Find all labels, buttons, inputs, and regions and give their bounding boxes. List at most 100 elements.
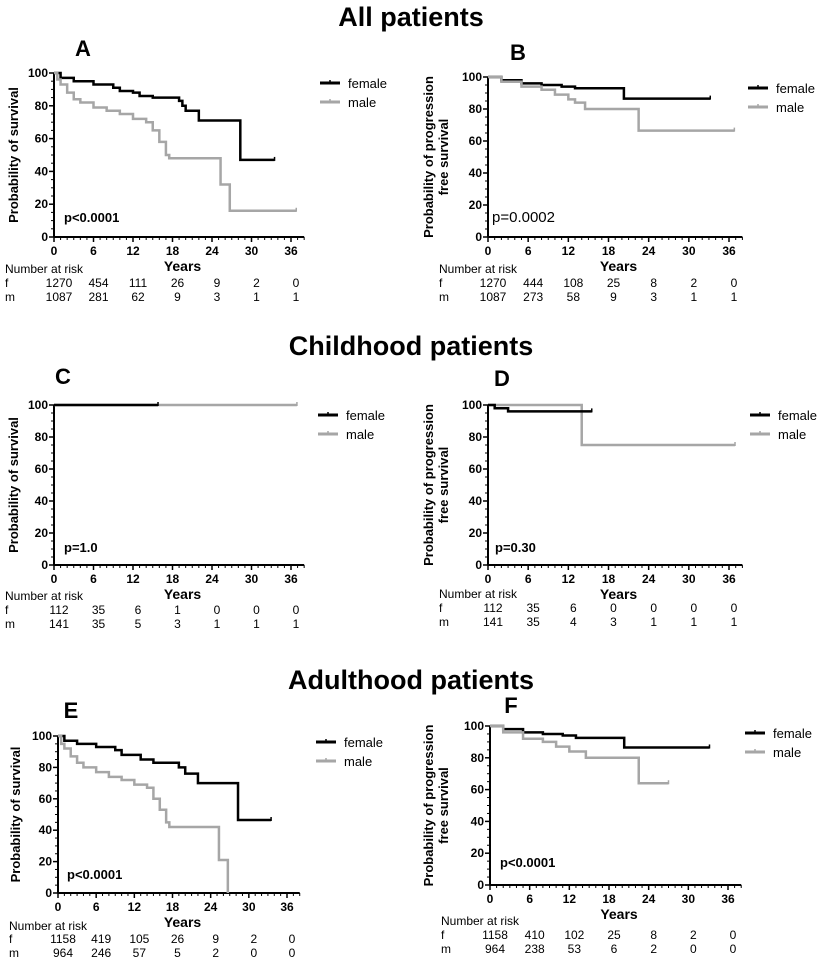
x-tick-label: 24 [205,244,219,258]
x-tick-label: 30 [242,900,256,914]
risk-row-label: f [5,276,9,290]
x-tick-label: 18 [602,244,616,258]
y-tick-label: 60 [469,134,483,148]
risk-value: 4 [570,615,577,629]
risk-value: 5 [174,946,181,960]
section-title-adulthood: Adulthood patients [288,665,534,695]
risk-value: 102 [564,928,584,942]
panel-A: A0 6 12 18 24 30 36020406080100YearsProbabilit… [5,36,387,304]
panel-letter: E [64,698,79,723]
survival-curve-female [488,403,592,413]
survival-curve-female [54,71,275,162]
risk-value: 444 [523,276,543,290]
risk-value: 1 [690,615,697,629]
risk-value: 0 [250,946,257,960]
risk-value: 0 [293,603,300,617]
risk-value: 2 [690,928,697,942]
p-value: p=0.30 [495,540,536,555]
x-tick-label: 18 [166,572,180,586]
risk-table-label: Number at risk [5,262,84,276]
x-tick-label: 18 [166,244,180,258]
y-axis-label: Probability of survival [6,417,21,553]
panel-E: E0 6 12 18 24 30 36020406080100YearsProbabilit… [8,698,383,960]
x-tick-label: 30 [245,572,259,586]
survival-curve-male [54,71,297,213]
x-tick-label: 24 [204,900,218,914]
x-tick-label: 0 [485,244,492,258]
x-tick-label: 24 [205,572,219,586]
risk-value: 1 [650,615,657,629]
x-axis-label: Years [600,258,638,274]
risk-value: 964 [53,946,73,960]
p-value: p<0.0001 [500,855,555,870]
survival-curve-female [490,724,710,749]
legend-label-male: male [346,427,374,442]
risk-value: 3 [650,290,657,304]
y-tick-label: 0 [41,558,48,572]
x-tick-label: 12 [128,900,142,914]
y-tick-label: 100 [28,398,48,412]
risk-value: 1 [174,603,181,617]
panel-letter: A [75,36,91,61]
x-tick-label: 18 [166,900,180,914]
risk-row-label: f [9,932,13,946]
y-tick-label: 100 [464,719,484,733]
y-tick-label: 80 [471,751,485,765]
y-tick-label: 0 [477,878,484,892]
risk-value: 1158 [50,932,76,946]
risk-value: 6 [611,942,618,956]
y-tick-label: 60 [469,462,483,476]
survival-curve-male [490,724,669,785]
legend-label-female: female [346,408,385,423]
risk-table-label: Number at risk [9,919,88,933]
x-tick-label: 12 [562,572,576,586]
risk-value: 111 [129,276,148,290]
survival-curve-female [58,734,272,822]
x-tick-label: 0 [485,572,492,586]
x-tick-label: 30 [682,244,696,258]
x-tick-label: 36 [284,572,298,586]
risk-value: 0 [289,932,296,946]
y-axis-label: Probability of progression [421,725,436,887]
x-tick-label: 6 [90,572,97,586]
panel-letter: C [55,364,71,389]
x-tick-label: 0 [55,900,62,914]
risk-value: 112 [483,601,502,615]
risk-value: 141 [483,615,503,629]
x-tick-label: 6 [525,244,532,258]
risk-value: 1158 [482,928,508,942]
survival-curve-male [58,734,230,893]
risk-value: 3 [610,615,617,629]
x-tick-label: 6 [525,572,532,586]
panel-B: B0 6 12 18 24 30 36020406080100YearsProbabilit… [421,40,815,304]
risk-table-label: Number at risk [439,587,518,601]
x-tick-label: 30 [682,572,696,586]
legend-label-female: female [773,726,812,741]
section-title-all: All patients [338,2,484,32]
risk-value: 0 [690,942,697,956]
risk-value: 0 [730,942,737,956]
y-tick-label: 80 [469,430,483,444]
y-tick-label: 0 [45,886,52,900]
x-tick-label: 12 [126,244,140,258]
risk-row-label: m [439,615,449,629]
risk-value: 273 [523,290,543,304]
risk-value: 35 [526,601,540,615]
x-tick-label: 6 [93,900,100,914]
risk-value: 1087 [480,290,507,304]
risk-value: 1270 [480,276,507,290]
risk-value: 2 [212,946,219,960]
risk-value: 410 [525,928,545,942]
risk-row-label: m [9,946,19,960]
y-tick-label: 0 [475,230,482,244]
legend-label-male: male [773,745,801,760]
risk-row-label: m [441,942,451,956]
survival-curve-male [488,75,735,132]
legend-label-male: male [344,754,372,769]
risk-value: 0 [293,276,300,290]
x-tick-label: 12 [562,244,576,258]
y-axis-label: Probability of progression [421,404,436,566]
panel-C: C0 6 12 18 24 30 36020406080100YearsProbabilit… [5,364,385,631]
p-value: p=1.0 [64,540,98,555]
